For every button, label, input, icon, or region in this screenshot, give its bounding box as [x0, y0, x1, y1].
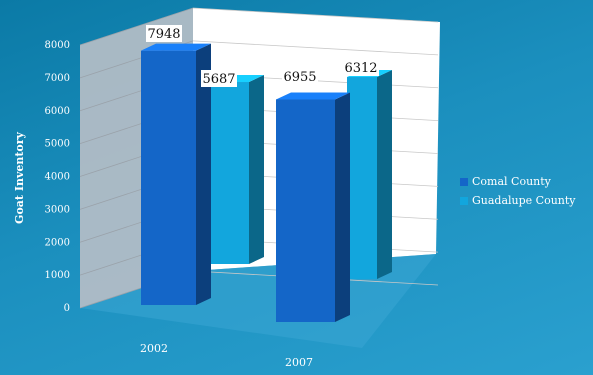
legend-label-comal: Comal County [472, 175, 551, 188]
data-label-box [343, 59, 379, 76]
legend-swatch-guadalupe [460, 196, 468, 205]
bar-side-face [335, 92, 350, 322]
y-tick-label: 6000 [45, 106, 70, 117]
legend-item-comal: Comal County [460, 175, 576, 188]
bar-comal-2002 [141, 43, 211, 305]
data-label-text: 7948 [147, 27, 180, 42]
bars [141, 43, 392, 322]
data-label-box [282, 68, 318, 85]
data-label-box [201, 70, 237, 87]
bar-guadalupe-2007 [347, 70, 392, 280]
data-labels: 5687 6312 7948 6955 [146, 25, 379, 87]
data-label-text: 6312 [344, 61, 377, 76]
data-label: 5687 [201, 70, 237, 87]
data-label-text: 5687 [202, 72, 235, 87]
legend: Comal County Guadalupe County [460, 175, 576, 213]
legend-label-guadalupe: Guadalupe County [472, 194, 576, 207]
data-label: 6312 [343, 59, 379, 76]
y-tick-label: 8000 [45, 40, 70, 51]
y-axis-ticks: 0 1000 2000 3000 4000 5000 6000 7000 8000 [45, 40, 70, 314]
gridline-back [192, 7, 439, 23]
bar-front-face [347, 77, 377, 280]
y-axis-label: Goat Inventory [13, 131, 26, 224]
legend-swatch-comal [460, 177, 468, 186]
y-tick-label: 0 [64, 303, 70, 314]
legend-item-guadalupe: Guadalupe County [460, 194, 576, 207]
bar-comal-2007 [276, 92, 350, 322]
bar-front-face [141, 50, 196, 305]
data-label-text: 6955 [283, 70, 316, 85]
bar-side-face [249, 75, 264, 265]
bar-side-face [377, 70, 392, 280]
gridline-back [192, 40, 439, 56]
x-category-label: 2002 [140, 342, 168, 355]
bar-guadalupe-2002 [205, 75, 264, 265]
data-label-box [146, 25, 182, 42]
y-tick-label: 7000 [45, 73, 70, 84]
y-tick-label: 5000 [45, 139, 70, 150]
gridline-side [79, 7, 194, 46]
data-label: 6955 [282, 68, 318, 85]
y-tick-label: 4000 [45, 172, 70, 183]
bar-top-face [141, 43, 211, 51]
data-label: 7948 [146, 25, 182, 42]
bar-side-face [196, 43, 211, 305]
bar-front-face [276, 99, 335, 322]
bar-front-face [205, 82, 249, 265]
bar-top-face [276, 92, 350, 100]
y-tick-label: 1000 [45, 270, 70, 281]
y-tick-label: 2000 [45, 237, 70, 248]
x-axis-categories: 2002 2007 [140, 342, 313, 369]
x-category-label: 2007 [285, 356, 313, 369]
y-tick-label: 3000 [45, 204, 70, 215]
